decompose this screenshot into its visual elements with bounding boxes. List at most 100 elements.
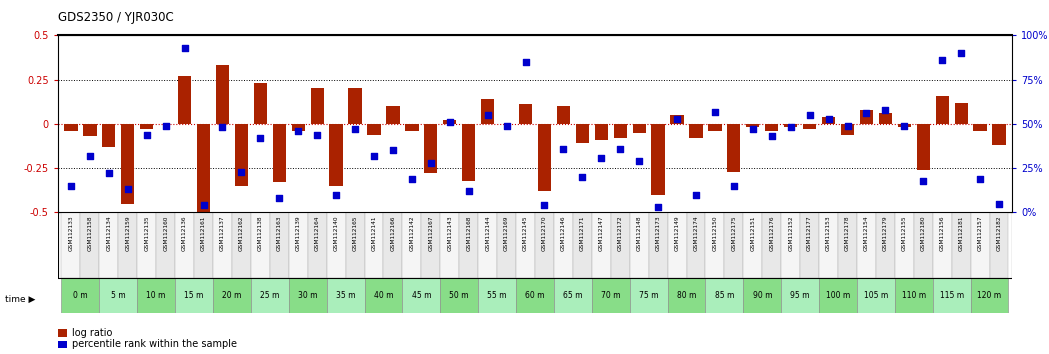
Point [783, 125, 799, 130]
Bar [403, 212, 422, 278]
Bar [705, 278, 744, 313]
Text: 65 m: 65 m [563, 291, 582, 300]
Text: GSM112160: GSM112160 [164, 216, 168, 251]
Bar [232, 212, 251, 278]
Bar [670, 115, 684, 124]
Text: 85 m: 85 m [714, 291, 734, 300]
Bar [326, 278, 365, 313]
Point [479, 112, 496, 118]
Bar [345, 212, 365, 278]
Text: GSM112141: GSM112141 [371, 216, 377, 251]
Text: GSM112155: GSM112155 [902, 216, 906, 251]
Bar [822, 117, 835, 124]
Text: 90 m: 90 m [752, 291, 772, 300]
Bar [459, 212, 478, 278]
Bar [689, 124, 703, 138]
Point [346, 126, 363, 132]
Bar [194, 212, 213, 278]
Bar [879, 113, 892, 124]
Text: GSM112176: GSM112176 [769, 216, 774, 251]
Bar [62, 212, 81, 278]
Text: time ▶: time ▶ [5, 295, 36, 304]
Bar [141, 124, 153, 129]
Point [385, 148, 402, 153]
Point [252, 135, 269, 141]
Point [308, 132, 325, 137]
Text: 75 m: 75 m [639, 291, 659, 300]
Bar [405, 124, 419, 131]
Bar [58, 329, 67, 337]
Bar [955, 103, 968, 124]
Point [195, 202, 212, 208]
Point [934, 57, 950, 63]
Bar [936, 96, 949, 124]
Text: GSM112150: GSM112150 [712, 216, 718, 251]
Bar [251, 278, 288, 313]
Bar [667, 212, 686, 278]
Point [952, 50, 969, 56]
Text: 110 m: 110 m [902, 291, 926, 300]
Point [120, 187, 136, 192]
Bar [744, 212, 763, 278]
Text: GSM112143: GSM112143 [447, 216, 452, 251]
Point [839, 123, 856, 129]
Bar [933, 278, 970, 313]
Point [498, 123, 515, 129]
Text: GSM112170: GSM112170 [542, 216, 547, 251]
Text: 60 m: 60 m [526, 291, 544, 300]
Bar [705, 212, 725, 278]
Bar [119, 212, 137, 278]
Bar [497, 212, 516, 278]
Point [687, 192, 704, 198]
Point [858, 110, 875, 116]
Bar [386, 106, 400, 124]
Point [555, 146, 572, 152]
Text: GSM112137: GSM112137 [220, 216, 224, 251]
Text: GSM112173: GSM112173 [656, 216, 661, 251]
Point [327, 192, 344, 198]
Text: GSM112135: GSM112135 [144, 216, 149, 251]
Bar [307, 212, 326, 278]
Text: GSM112156: GSM112156 [940, 216, 945, 251]
Bar [746, 124, 759, 127]
Point [233, 169, 250, 175]
Bar [62, 278, 100, 313]
Text: 20 m: 20 m [222, 291, 241, 300]
Text: 70 m: 70 m [601, 291, 621, 300]
Bar [727, 124, 741, 172]
Bar [424, 124, 437, 173]
Bar [554, 278, 592, 313]
Bar [576, 124, 588, 143]
Text: 40 m: 40 m [373, 291, 393, 300]
Text: GSM112136: GSM112136 [183, 216, 187, 251]
Text: GSM112152: GSM112152 [788, 216, 793, 251]
Point [896, 123, 913, 129]
Bar [519, 104, 532, 124]
Bar [213, 278, 251, 313]
Bar [860, 110, 873, 124]
Text: GSM112159: GSM112159 [125, 216, 130, 251]
Point [574, 174, 591, 180]
Text: GDS2350 / YJR030C: GDS2350 / YJR030C [58, 11, 173, 24]
Bar [725, 212, 744, 278]
Bar [800, 212, 819, 278]
Bar [782, 278, 819, 313]
Point [423, 160, 440, 166]
Text: GSM112167: GSM112167 [428, 216, 433, 251]
Bar [178, 76, 191, 124]
Bar [288, 212, 307, 278]
Text: GSM112154: GSM112154 [864, 216, 869, 251]
Bar [516, 278, 554, 313]
Bar [102, 124, 115, 147]
Point [745, 126, 762, 132]
Text: 25 m: 25 m [260, 291, 279, 300]
Bar [614, 124, 627, 138]
Text: 30 m: 30 m [298, 291, 318, 300]
Point [157, 123, 174, 129]
Text: GSM112146: GSM112146 [561, 216, 565, 251]
Text: GSM112139: GSM112139 [296, 216, 301, 251]
Bar [83, 124, 97, 136]
Text: log ratio: log ratio [72, 328, 112, 338]
Text: GSM112165: GSM112165 [352, 216, 358, 251]
Bar [216, 65, 229, 124]
